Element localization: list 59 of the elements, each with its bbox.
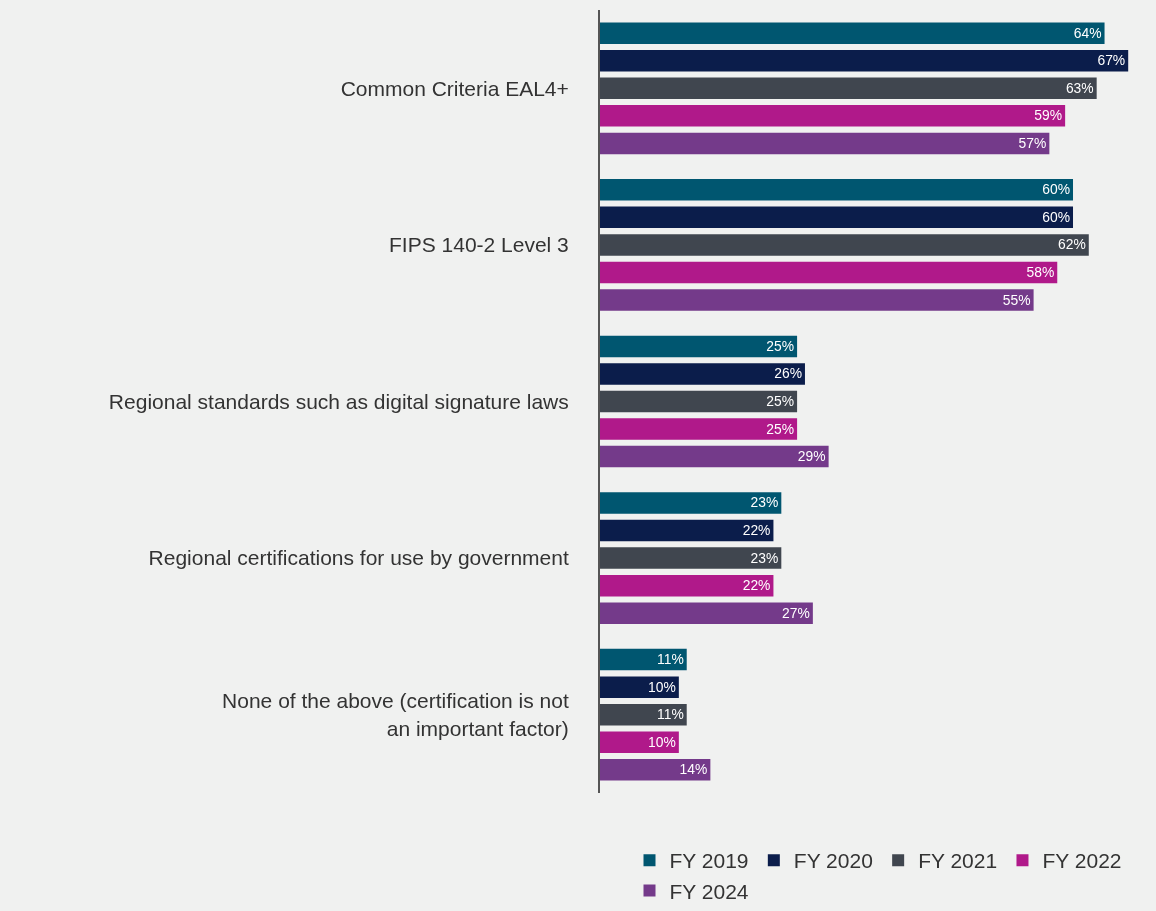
legend-label: FY 2021 (918, 849, 998, 873)
data-label: 25% (766, 392, 795, 409)
bar (600, 648, 687, 671)
data-label: 25% (766, 420, 795, 437)
data-label: 23% (750, 494, 779, 511)
data-label: 22% (742, 577, 771, 594)
bar (600, 492, 782, 514)
bar (600, 234, 1089, 256)
bar (600, 703, 687, 726)
bar (600, 335, 798, 358)
bar (600, 519, 774, 542)
data-label: 23% (750, 549, 779, 566)
legend-label: FY 2020 (793, 849, 873, 873)
data-label: 59% (1034, 107, 1063, 124)
bar (600, 445, 829, 468)
y-tick-label: Regional certifications for use by government (148, 546, 569, 570)
bar (600, 179, 1074, 201)
data-label: 29% (797, 448, 826, 465)
data-label: 63% (1065, 79, 1094, 96)
bar (600, 574, 774, 597)
bar (600, 289, 1034, 311)
data-label: 58% (1026, 263, 1055, 280)
bar (600, 602, 813, 624)
y-tick-label: Common Criteria EAL4+ (340, 76, 569, 100)
data-label: 67% (1097, 52, 1126, 69)
data-label: 25% (766, 337, 795, 354)
data-label: 55% (1002, 291, 1031, 308)
data-label: 60% (1042, 181, 1070, 198)
legend-label: FY 2019 (669, 849, 749, 873)
y-tick-label: None of the above (certification is not an important factor) (222, 689, 569, 740)
y-tick-label: FIPS 140-2 Level 3 (389, 233, 569, 257)
bar (600, 390, 798, 413)
data-label: 27% (782, 604, 810, 621)
legend-label: FY 2022 (1042, 849, 1122, 873)
data-label: 11% (657, 651, 684, 668)
bar (600, 261, 1058, 284)
bar (600, 22, 1105, 44)
data-label: 26% (774, 365, 802, 382)
data-label: 11% (657, 706, 684, 723)
bar (600, 363, 805, 385)
data-label: 57% (1018, 134, 1047, 151)
bar (600, 418, 798, 440)
bar (600, 77, 1097, 100)
bar (600, 105, 1066, 127)
data-label: 22% (742, 522, 771, 539)
bar (600, 132, 1050, 155)
y-tick-label: Regional standards such as digital signature laws (108, 389, 569, 413)
data-label: 64% (1073, 24, 1102, 41)
data-label: 62% (1058, 236, 1086, 253)
bar (600, 676, 679, 698)
bar (600, 49, 1129, 72)
data-label: 60% (1042, 208, 1070, 225)
legend-label: FY 2024 (669, 879, 749, 903)
bar (600, 547, 782, 569)
data-label: 10% (648, 678, 676, 695)
data-label: 10% (648, 733, 676, 750)
bar (600, 759, 711, 781)
data-label: 14% (679, 761, 708, 778)
bar (600, 206, 1074, 229)
